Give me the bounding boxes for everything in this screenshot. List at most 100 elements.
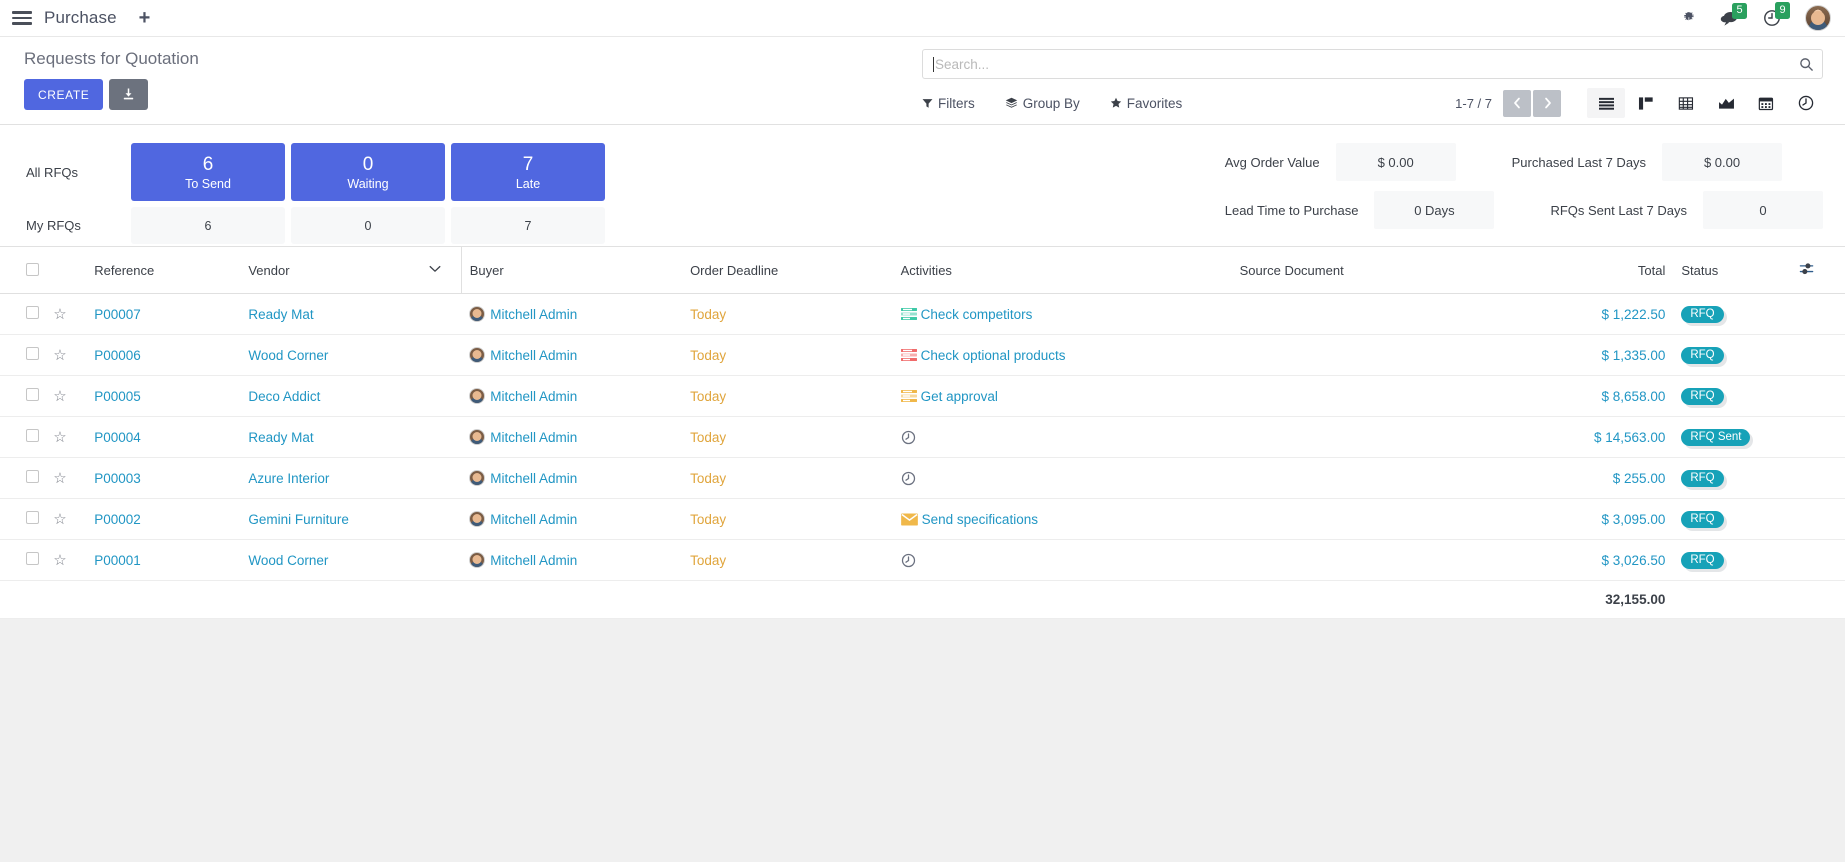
cell-reference: P00002 [86,498,241,540]
buyer-link[interactable]: Mitchell Admin [490,553,578,568]
vendor-link[interactable]: Deco Addict [248,388,321,404]
tile-my-waiting[interactable]: 0 [291,207,445,244]
column-header-total[interactable]: Total [1519,247,1674,294]
clock-icon[interactable] [901,471,916,486]
reference-link[interactable]: P00005 [94,388,141,404]
reference-link[interactable]: P00006 [94,347,141,363]
view-button-list[interactable] [1587,88,1625,118]
star-icon[interactable]: ☆ [53,429,67,446]
reference-link[interactable]: P00004 [94,429,141,445]
reference-link[interactable]: P00007 [94,306,141,322]
footer-spacer-1 [0,580,46,619]
row-checkbox[interactable] [26,429,39,442]
star-icon [1110,97,1121,108]
pager-previous-button[interactable] [1503,89,1531,117]
vendor-link[interactable]: Wood Corner [248,552,329,568]
vendor-link[interactable]: Wood Corner [248,347,329,363]
plus-icon[interactable]: + [138,7,151,29]
hamburger-icon[interactable] [12,10,32,26]
buyer-link[interactable]: Mitchell Admin [490,307,578,322]
table-row[interactable]: ☆ P00003 Azure Interior Mitchell Admin T… [0,457,1845,499]
buyer-link[interactable]: Mitchell Admin [490,512,578,527]
sliders-icon [1800,263,1814,275]
row-checkbox[interactable] [26,347,39,360]
tile-waiting-value: 0 [362,153,374,175]
column-header-buyer[interactable]: Buyer [461,247,683,294]
metric-avg-order-value[interactable]: $ 0.00 [1335,143,1456,181]
column-header-activities[interactable]: Activities [892,247,1232,294]
table-row[interactable]: ☆ P00004 Ready Mat Mitchell Admin Today [0,416,1845,458]
view-button-calendar[interactable] [1747,88,1785,118]
star-icon[interactable]: ☆ [53,511,67,528]
star-icon[interactable]: ☆ [53,388,67,405]
avatar[interactable] [1805,5,1831,31]
view-button-graph[interactable] [1707,88,1745,118]
buyer-link[interactable]: Mitchell Admin [490,430,578,445]
reference-link[interactable]: P00001 [94,552,141,568]
group-by-dropdown[interactable]: Group By [1005,96,1080,111]
vendor-link[interactable]: Azure Interior [248,470,330,486]
activities-clock-icon[interactable]: 9 [1763,2,1791,27]
view-button-pivot[interactable] [1667,88,1705,118]
row-checkbox[interactable] [26,306,39,319]
select-all-checkbox[interactable] [26,262,39,276]
search-box[interactable] [922,49,1823,79]
clock-icon[interactable] [901,553,916,568]
activity-link[interactable]: Check competitors [920,306,1033,322]
row-checkbox[interactable] [26,511,39,524]
purchase-dashboard: All RFQs 6 To Send 0 Waiting 7 Late My R… [0,125,1845,247]
vendor-link[interactable]: Ready Mat [248,429,314,445]
activity-link[interactable]: Send specifications [921,511,1038,527]
table-row[interactable]: ☆ P00007 Ready Mat Mitchell Admin Today … [0,293,1845,335]
bug-icon[interactable] [1681,11,1696,26]
reference-link[interactable]: P00003 [94,470,141,486]
messages-icon[interactable]: 5 [1720,2,1748,27]
row-checkbox[interactable] [26,552,39,565]
metric-purchased-last-7-days[interactable]: $ 0.00 [1662,143,1783,181]
vendor-link[interactable]: Gemini Furniture [248,511,349,527]
table-row[interactable]: ☆ P00001 Wood Corner Mitchell Admin Toda… [0,539,1845,581]
search-input[interactable] [935,56,1799,72]
metric-rfqs-sent[interactable]: 0 [1703,191,1823,229]
pager-next-button[interactable] [1533,89,1561,117]
vendor-link[interactable]: Ready Mat [248,306,314,322]
favorites-dropdown[interactable]: Favorites [1110,96,1182,111]
buyer-link[interactable]: Mitchell Admin [490,389,578,404]
column-header-source-document[interactable]: Source Document [1231,247,1520,294]
tile-late[interactable]: 7 Late [451,143,605,201]
metric-lead-time[interactable]: 0 Days [1374,191,1495,229]
optional-columns-toggle[interactable] [1791,247,1845,294]
row-checkbox[interactable] [26,388,39,401]
tile-to-send[interactable]: 6 To Send [131,143,285,201]
table-row[interactable]: ☆ P00006 Wood Corner Mitchell Admin Toda… [0,334,1845,376]
table-row[interactable]: ☆ P00002 Gemini Furniture Mitchell Admin… [0,498,1845,540]
table-row[interactable]: ☆ P00005 Deco Addict Mitchell Admin Toda… [0,375,1845,417]
cell-buyer: Mitchell Admin [461,293,683,335]
clock-icon[interactable] [901,430,916,445]
filters-dropdown[interactable]: Filters [922,96,975,111]
tile-waiting[interactable]: 0 Waiting [291,143,445,201]
view-button-kanban[interactable] [1627,88,1665,118]
row-checkbox[interactable] [26,470,39,483]
star-icon[interactable]: ☆ [53,347,67,364]
tile-my-to-send[interactable]: 6 [131,207,285,244]
activity-link[interactable]: Get approval [920,388,998,404]
star-icon[interactable]: ☆ [53,306,67,323]
buyer-link[interactable]: Mitchell Admin [490,471,578,486]
cell-spacer [1791,457,1845,499]
create-button[interactable]: CREATE [24,79,104,110]
star-icon[interactable]: ☆ [53,470,67,487]
buyer-link[interactable]: Mitchell Admin [490,348,578,363]
star-icon[interactable]: ☆ [53,552,67,569]
tile-my-late[interactable]: 7 [451,207,605,244]
chevron-down-icon[interactable] [429,264,441,276]
column-header-reference[interactable]: Reference [86,247,241,294]
search-icon[interactable] [1799,57,1814,72]
reference-link[interactable]: P00002 [94,511,141,527]
import-button[interactable] [109,79,149,110]
column-header-status[interactable]: Status [1673,247,1792,294]
column-header-vendor[interactable]: Vendor [240,247,462,294]
view-button-activity[interactable] [1787,88,1825,118]
activity-link[interactable]: Check optional products [920,347,1066,363]
column-header-order-deadline[interactable]: Order Deadline [682,247,893,294]
